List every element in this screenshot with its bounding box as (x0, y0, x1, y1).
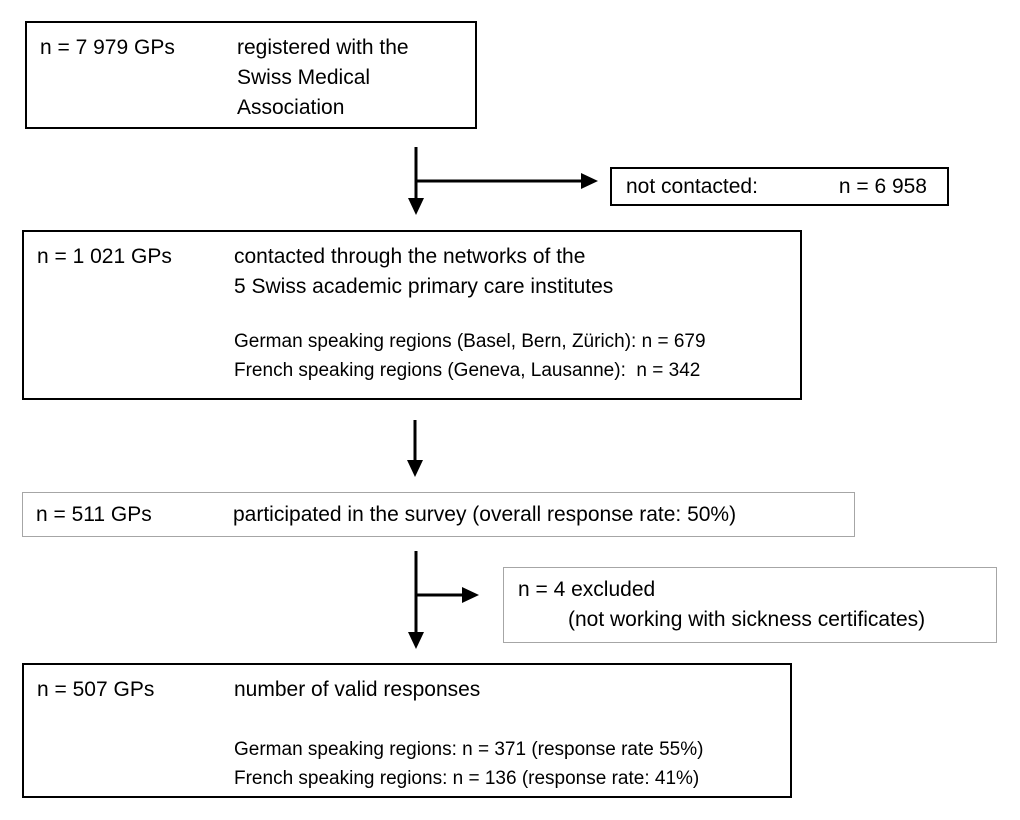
box-contacted: n = 1 021 GPs contacted through the netw… (22, 230, 802, 400)
not-contacted-n: n = 6 958 (838, 174, 927, 198)
valid-german-regions: German speaking regions: n = 371 (respon… (234, 739, 704, 760)
not-contacted-label: not contacted: (626, 174, 758, 198)
valid-french-regions: French speaking regions: n = 136 (respon… (234, 768, 700, 789)
contacted-desc-line: 5 Swiss academic primary care institutes (234, 275, 614, 298)
box-registered: n = 7 979 GPs registered with the Swiss … (25, 21, 477, 129)
arrow-participated-to-valid (408, 551, 424, 649)
contacted-desc-line: contacted through the networks of the (234, 245, 586, 268)
valid-n: n = 507 GPs (37, 678, 155, 701)
box-not-contacted: not contacted: n = 6 958 (610, 167, 949, 206)
contacted-french-regions: French speaking regions (Geneva, Lausann… (234, 360, 701, 381)
contacted-german-regions: German speaking regions (Basel, Bern, Zü… (234, 331, 706, 352)
contacted-n: n = 1 021 GPs (37, 245, 172, 268)
registered-n: n = 7 979 GPs (40, 36, 175, 59)
contacted-description: contacted through the networks of the 5 … (234, 242, 800, 385)
arrow-branch-excluded (417, 587, 479, 603)
excluded-n: n = 4 excluded (518, 578, 656, 601)
arrow-registered-to-contacted (408, 147, 424, 215)
contacted-region-breakdown: German speaking regions (Basel, Bern, Zü… (234, 327, 800, 385)
arrow-branch-not-contacted (417, 173, 598, 189)
registered-desc-line: Swiss Medical (237, 66, 371, 89)
excluded-reason: (not working with sickness certificates) (568, 608, 926, 631)
box-valid-responses: n = 507 GPs number of valid responses Ge… (22, 663, 792, 798)
participated-n: n = 511 GPs (36, 502, 152, 526)
valid-description: number of valid responses German speakin… (234, 675, 790, 793)
registered-desc-line: registered with the (237, 36, 409, 59)
registered-description: registered with the Swiss Medical Associ… (237, 33, 475, 123)
box-participated: n = 511 GPs participated in the survey (… (22, 492, 855, 537)
participated-description: participated in the survey (overall resp… (233, 502, 737, 526)
arrow-contacted-to-participated (407, 420, 423, 477)
valid-desc-line: number of valid responses (234, 678, 481, 701)
valid-region-breakdown: German speaking regions: n = 371 (respon… (234, 735, 790, 793)
box-excluded: n = 4 excluded (not working with sicknes… (503, 567, 997, 643)
registered-desc-line: Association (237, 96, 345, 119)
